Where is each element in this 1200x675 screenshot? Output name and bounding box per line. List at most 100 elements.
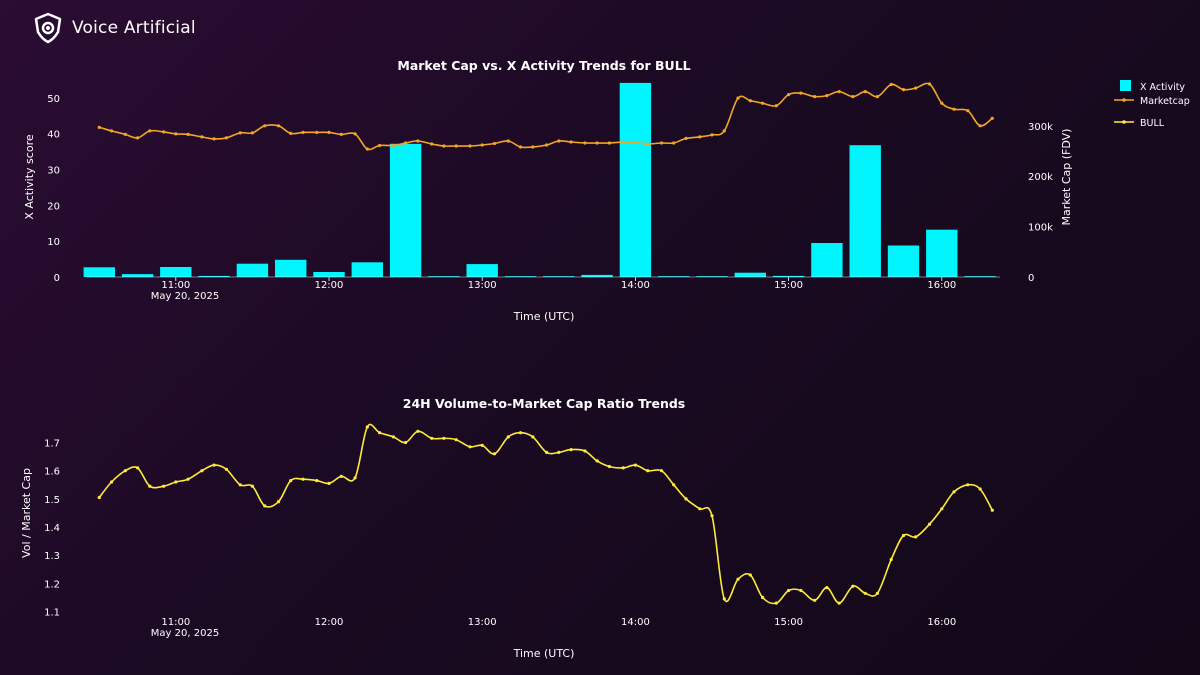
chart2-y-tick-label: 1.4 [44,523,60,534]
activity-bar [236,263,269,277]
marketcap-point [545,143,549,147]
legend-bull-marker [1122,120,1126,124]
activity-bar [389,143,422,277]
chart1-legend: X Activity Marketcap BULL [1114,80,1190,129]
marketcap-point [875,95,880,99]
bull-point [761,595,765,600]
bull-point [659,469,664,473]
bull-point [940,507,944,511]
chart2-y-tick-label: 1.5 [44,495,60,506]
marketcap-point [684,136,688,140]
bull-point [327,481,331,485]
bull-point [646,469,650,473]
bull-point [875,591,880,595]
chart-market-cap-vs-activity: Market Cap vs. X Activity Trends for BUL… [23,58,1190,323]
bull-point [250,484,254,488]
chart1-bars [83,82,996,278]
marketcap-point [672,141,676,145]
chart1-x-tick-label: 14:00 [621,280,650,291]
activity-bar [198,275,230,277]
marketcap-point [633,140,638,145]
marketcap-point [952,107,956,111]
chart2-y-tick-label: 1.3 [44,551,60,562]
chart2-y-tick-label: 1.6 [44,467,60,478]
bull-point [174,480,178,484]
marketcap-point [480,143,484,147]
marketcap-point [315,130,319,134]
bull-point [480,443,484,447]
chart-vol-mcap-ratio: 24H Volume-to-Market Cap Ratio Trends 1.… [20,396,994,660]
marketcap-point [506,139,510,143]
activity-bar [619,82,652,278]
activity-bar [275,259,307,277]
bull-point [200,469,204,473]
bull-point [224,467,228,471]
marketcap-point [774,104,778,108]
marketcap-point [468,144,472,148]
bull-point [914,535,918,539]
bull-point [148,484,152,488]
activity-bar [313,272,345,277]
chart2-bull-points [97,425,994,605]
marketcap-point [224,136,228,140]
bull-point [927,522,932,526]
brand-logo: Voice Artificial [32,12,196,44]
chart1-marketcap-line [99,82,993,151]
bull-point [531,435,535,439]
bull-point [391,435,395,439]
bull-point [301,477,305,481]
marketcap-point [569,140,573,144]
bull-point [289,479,293,483]
marketcap-point [531,145,535,149]
bull-point [698,507,702,511]
bull-point [966,483,970,487]
activity-bar [887,245,920,277]
marketcap-point [162,130,166,134]
bull-point [837,601,841,605]
marketcap-point [966,109,970,113]
activity-bar [121,274,154,277]
bull-point [454,438,458,442]
bull-point [378,431,382,435]
chart1-x-axis-label: Time (UTC) [513,310,575,323]
bull-point [621,466,625,470]
chart1-y-tick-label: 40 [47,130,60,141]
chart1-y2-ticks: 0 100k 200k 300k [1028,122,1053,284]
bull-point [123,469,127,473]
chart2-x-ticks: 11:00 12:00 13:00 14:00 15:00 16:00 [161,617,956,628]
marketcap-point [301,130,305,134]
chart2-y-tick-label: 1.2 [44,579,60,590]
bull-point [404,440,408,445]
chart1-y-tick-label: 50 [47,94,60,105]
marketcap-point [722,129,726,133]
bull-point [545,450,549,454]
marketcap-point [595,141,599,145]
marketcap-point [391,143,395,148]
marketcap-point [736,96,740,100]
chart1-y2-tick-label: 0 [1028,273,1034,284]
bull-point [813,598,817,602]
activity-bar [849,145,881,277]
bull-point [97,495,101,500]
chart1-y2-tick-label: 300k [1028,122,1053,133]
marketcap-point [97,125,101,129]
bull-point [557,450,561,454]
marketcap-point [698,135,702,139]
bull-point [276,500,281,504]
chart1-x-tick-label: 15:00 [774,280,803,291]
marketcap-point [748,99,752,103]
chart2-x-axis-label: Time (UTC) [513,647,575,660]
bull-point [736,577,740,581]
marketcap-point [889,82,893,87]
bull-point [263,504,267,508]
bull-point [506,435,510,439]
chart2-y-ticks: 1.1 1.2 1.3 1.4 1.5 1.6 1.7 [44,439,60,619]
bull-point [468,445,472,449]
bull-point [186,477,190,481]
marketcap-point [186,132,190,136]
chart1-title: Market Cap vs. X Activity Trends for BUL… [397,58,690,73]
chart2-x-tick-label: 15:00 [774,617,803,628]
chart1-y2-tick-label: 100k [1028,223,1053,234]
shield-eye-icon [34,12,62,44]
